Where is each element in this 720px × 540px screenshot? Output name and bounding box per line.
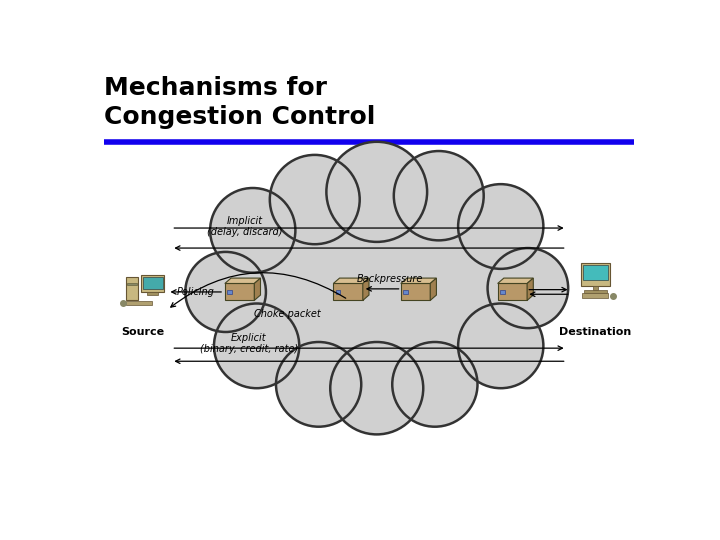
Text: Mechanisms for: Mechanisms for [104,76,327,100]
Polygon shape [498,278,534,284]
FancyBboxPatch shape [498,284,527,300]
Circle shape [326,142,427,242]
Circle shape [330,342,423,434]
FancyBboxPatch shape [141,275,164,292]
FancyBboxPatch shape [333,284,363,300]
Polygon shape [431,278,436,300]
Polygon shape [225,278,261,284]
Polygon shape [333,278,369,284]
Circle shape [210,188,295,273]
Polygon shape [527,278,534,300]
FancyBboxPatch shape [228,289,232,294]
FancyBboxPatch shape [593,286,598,289]
FancyBboxPatch shape [500,289,505,294]
FancyBboxPatch shape [403,289,408,294]
Circle shape [276,342,361,427]
Text: Destination: Destination [559,327,631,336]
Circle shape [458,184,544,269]
Polygon shape [401,278,436,284]
Text: Policing: Policing [176,287,215,297]
FancyBboxPatch shape [582,294,608,298]
FancyBboxPatch shape [336,289,341,294]
Polygon shape [363,278,369,300]
Polygon shape [254,278,261,300]
Circle shape [214,303,300,388]
Circle shape [270,155,360,244]
Text: Congestion Control: Congestion Control [104,105,375,129]
Circle shape [487,248,568,328]
FancyBboxPatch shape [127,283,137,285]
Text: Implicit
(delay, discard): Implicit (delay, discard) [207,215,283,237]
Text: Choke packet: Choke packet [254,308,321,319]
FancyBboxPatch shape [401,284,431,300]
Text: Source: Source [121,327,164,336]
FancyBboxPatch shape [583,265,608,280]
FancyBboxPatch shape [126,301,152,305]
FancyBboxPatch shape [148,292,158,295]
FancyBboxPatch shape [126,276,138,300]
Text: Backpressure: Backpressure [356,274,423,284]
Circle shape [392,342,477,427]
Circle shape [185,252,266,332]
Circle shape [394,151,484,240]
FancyBboxPatch shape [143,276,163,289]
FancyBboxPatch shape [580,262,610,286]
FancyBboxPatch shape [225,284,254,300]
Text: Explicit
(binary, credit, rate): Explicit (binary, credit, rate) [199,333,298,354]
Circle shape [458,303,544,388]
Ellipse shape [245,211,508,373]
FancyBboxPatch shape [584,289,607,293]
